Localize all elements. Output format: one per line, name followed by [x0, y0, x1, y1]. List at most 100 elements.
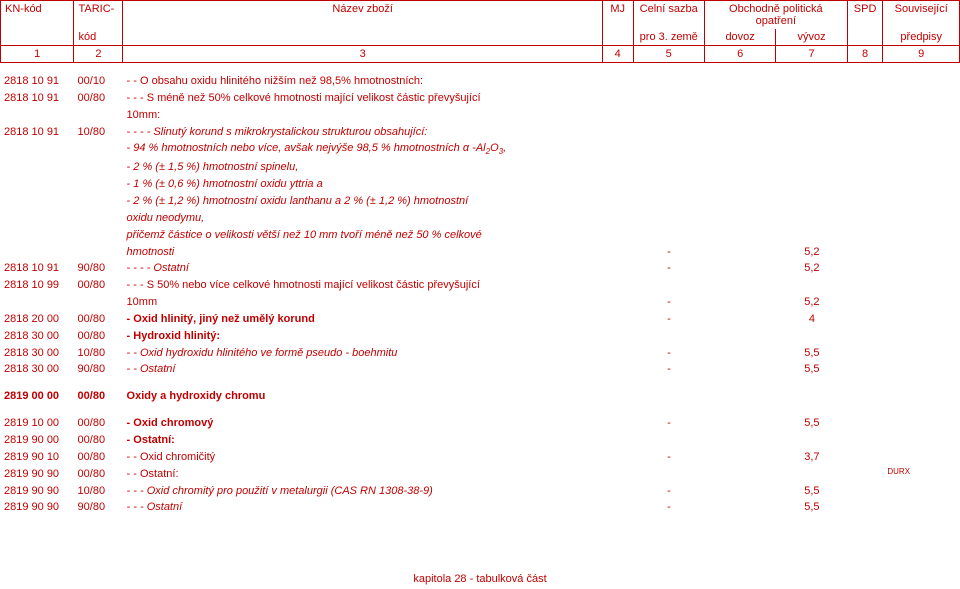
cell-taric [74, 159, 123, 176]
cell-dovoz [705, 107, 776, 124]
cell-vyvoz [776, 90, 847, 107]
cell-taric: 00/10 [74, 73, 123, 90]
cell-vyvoz [776, 193, 847, 210]
cell-celni [633, 90, 704, 107]
cell-vyvoz: 5,2 [776, 244, 847, 261]
cell-taric: 00/80 [74, 415, 123, 432]
cell-dovoz [705, 361, 776, 378]
hdr-vyvoz: vývoz [776, 29, 847, 46]
table-row: 2818 30 0000/80- Hydroxid hlinitý: [0, 328, 960, 345]
cell-text: - - - - Ostatní [123, 260, 603, 277]
table-row: - 2 % (± 1,2 %) hmotnostní oxidu lanthan… [0, 193, 960, 210]
cell-souv [883, 176, 960, 193]
cell-text: - Hydroxid hlinitý: [123, 328, 603, 345]
cell-vyvoz [776, 107, 847, 124]
cell-mj [603, 361, 634, 378]
cell-taric: 00/80 [74, 432, 123, 449]
cell-kn: 2818 10 91 [0, 90, 74, 107]
hdr-obch: Obchodně politická opatření [704, 1, 847, 30]
body-table: 2818 10 9100/10- - O obsahu oxidu hlinit… [0, 63, 960, 516]
cell-souv [883, 432, 960, 449]
cell-mj [603, 432, 634, 449]
cell-celni [633, 277, 704, 294]
cell-celni: - [633, 499, 704, 516]
cell-text: - Oxid hlinitý, jiný než umělý korund [123, 311, 603, 328]
cell-vyvoz: 5,5 [776, 361, 847, 378]
cell-kn [0, 244, 74, 261]
cell-kn: 2818 10 91 [0, 73, 74, 90]
cell-dovoz [705, 311, 776, 328]
cell-souv [883, 260, 960, 277]
cell-taric: 10/80 [74, 345, 123, 362]
cell-celni [633, 73, 704, 90]
cell-souv [883, 415, 960, 432]
cell-vyvoz [776, 227, 847, 244]
cell-vyvoz [776, 73, 847, 90]
cell-spd [848, 415, 884, 432]
hdr-c8: 8 [847, 46, 883, 63]
cell-mj [603, 73, 634, 90]
cell-mj [603, 328, 634, 345]
cell-mj [603, 311, 634, 328]
cell-text: - 2 % (± 1,5 %) hmotnostní spinelu, [123, 159, 603, 176]
cell-spd [848, 260, 884, 277]
cell-dovoz [705, 345, 776, 362]
table-row: 2819 90 1000/80- - Oxid chromičitý-3,7 [0, 449, 960, 466]
table-row: 2818 30 0010/80- - Oxid hydroxidu hlinit… [0, 345, 960, 362]
cell-spd [848, 227, 884, 244]
section-kn: 2819 00 00 [0, 388, 74, 405]
cell-dovoz [705, 466, 776, 483]
cell-celni: - [633, 260, 704, 277]
cell-taric: 10/80 [74, 483, 123, 500]
cell-taric [74, 107, 123, 124]
cell-dovoz [705, 90, 776, 107]
cell-mj [603, 140, 634, 159]
cell-spd [848, 159, 884, 176]
cell-celni [633, 210, 704, 227]
cell-souv: DURX [883, 466, 960, 483]
cell-taric [74, 140, 123, 159]
cell-celni [633, 466, 704, 483]
cell-spd [848, 244, 884, 261]
cell-spd [848, 345, 884, 362]
cell-dovoz [705, 140, 776, 159]
hdr-predpisy: předpisy [883, 29, 960, 46]
cell-celni: - [633, 483, 704, 500]
cell-taric [74, 294, 123, 311]
cell-text: 10mm: [123, 107, 603, 124]
cell-kn [0, 227, 74, 244]
cell-celni: - [633, 294, 704, 311]
hdr-mj: MJ [602, 1, 633, 30]
cell-kn [0, 159, 74, 176]
cell-text: - 2 % (± 1,2 %) hmotnostní oxidu lanthan… [123, 193, 603, 210]
hdr-nazev: Název zboží [123, 1, 603, 30]
cell-kn: 2818 10 99 [0, 277, 74, 294]
cell-taric: 00/80 [74, 90, 123, 107]
cell-taric: 00/80 [74, 311, 123, 328]
cell-taric [74, 227, 123, 244]
cell-kn: 2819 90 10 [0, 449, 74, 466]
hdr-kn2 [1, 29, 74, 46]
cell-celni [633, 124, 704, 141]
cell-vyvoz: 5,5 [776, 415, 847, 432]
hdr-c4: 4 [602, 46, 633, 63]
cell-taric: 90/80 [74, 499, 123, 516]
cell-vyvoz [776, 210, 847, 227]
cell-souv [883, 361, 960, 378]
cell-mj [603, 260, 634, 277]
cell-spd [848, 140, 884, 159]
cell-dovoz [705, 227, 776, 244]
cell-celni: - [633, 449, 704, 466]
table-row: 2818 10 9100/80- - - S méně než 50% celk… [0, 90, 960, 107]
cell-spd [848, 90, 884, 107]
cell-souv [883, 483, 960, 500]
cell-dovoz [705, 260, 776, 277]
cell-kn: 2819 90 90 [0, 466, 74, 483]
cell-text: - Ostatní: [123, 432, 603, 449]
hdr-kn: KN-kód [1, 1, 74, 30]
cell-souv [883, 277, 960, 294]
cell-text: přičemž částice o velikosti větší než 10… [123, 227, 603, 244]
cell-kn [0, 176, 74, 193]
cell-text: - - - Ostatní [123, 499, 603, 516]
hdr-c2: 2 [74, 46, 123, 63]
